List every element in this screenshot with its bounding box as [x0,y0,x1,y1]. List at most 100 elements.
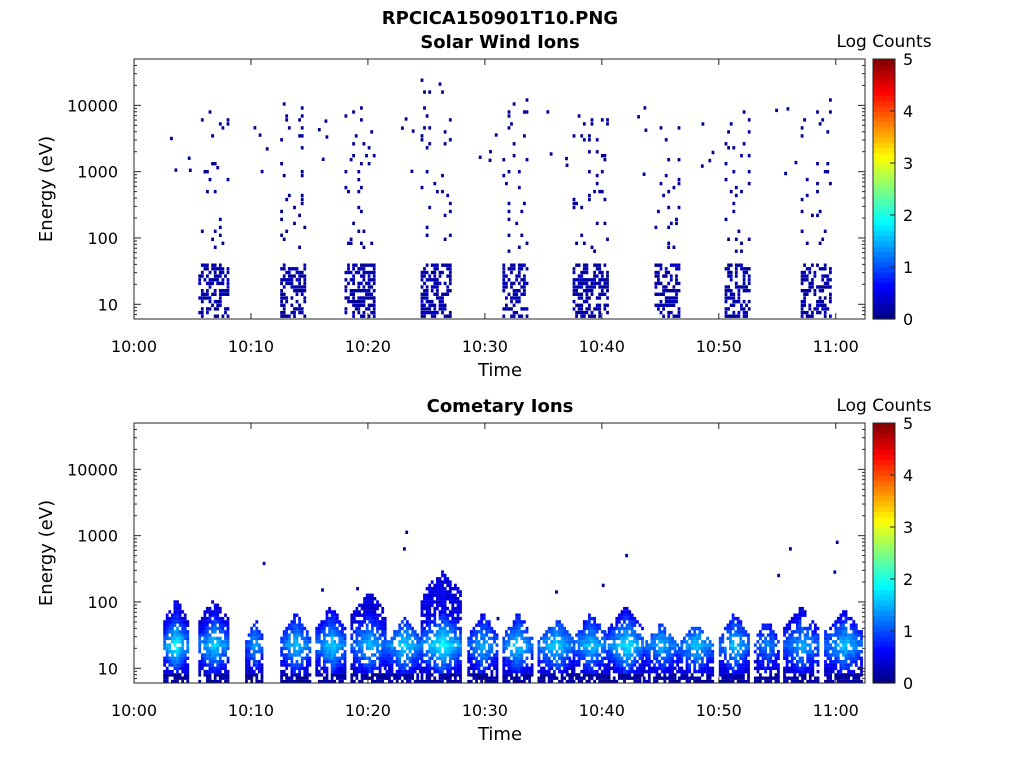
cometary-cell [711,643,715,647]
cometary-cell [530,653,534,657]
cometary-cell [688,636,691,641]
solar-wind-cell [287,274,291,278]
cometary-cell [376,650,379,654]
cometary-cell [633,673,637,677]
solar-wind-cell [441,270,444,275]
cometary-cell [852,643,856,647]
solar-wind-cell [362,267,366,271]
cometary-cell [303,673,307,677]
cometary-cell [788,650,792,654]
cometary-cell [163,663,166,667]
cometary-cell [260,679,264,684]
cometary-cell [425,636,429,641]
cometary-cell [630,660,634,664]
cometary-cell [213,606,217,611]
solar-wind-cell [818,241,822,245]
cometary-cell [676,650,679,654]
solar-wind-cell [515,289,519,293]
cometary-cell [290,663,294,667]
solar-wind-cell [729,289,733,293]
cometary-cell [295,666,299,670]
cometary-cell [173,660,177,664]
solar-wind-cell [352,274,355,278]
cometary-cell [381,679,385,684]
cometary-cell [333,623,337,627]
solar-wind-cell [575,201,578,206]
solar-wind-cell [517,170,521,174]
solar-wind-cell [226,177,230,182]
cometary-cell [603,646,607,651]
cometary-cell [547,660,551,664]
cometary-cell [247,646,251,651]
cometary-cell [330,633,334,637]
solar-wind-cell [517,289,521,293]
cometary-cell [847,669,850,674]
cometary-cell [206,656,209,660]
solar-wind-cell [360,118,363,122]
cometary-cell [315,626,319,631]
cometary-cell [208,610,212,614]
cometary-cell [571,679,574,684]
solar-wind-cell [808,281,812,286]
cometary-cell [507,669,511,674]
cometary-cell [834,656,838,660]
cometary-cell [798,620,802,624]
cometary-cell [849,660,853,664]
solar-wind-cell [517,245,521,249]
cometary-cell [824,673,827,677]
solar-wind-cell [805,267,809,271]
cometary-cell [416,636,420,641]
cometary-cell [844,610,848,614]
cometary-cell [181,623,185,627]
cometary-cell [385,650,389,654]
cometary-cell [685,646,689,651]
cometary-cell [423,620,426,624]
cometary-cell [315,663,319,667]
cometary-cell [378,620,382,624]
solar-wind-cell [370,285,374,289]
solar-wind-cell [287,314,291,318]
solar-wind-cell [577,292,581,296]
cometary-cell [550,630,554,634]
cometary-cell [446,606,450,611]
cometary-cell [469,673,473,677]
cometary-cell [645,669,649,674]
cometary-cell [408,656,412,660]
cometary-cell [203,646,207,651]
solar-wind-cell [370,310,374,315]
cometary-cell [330,610,334,614]
solar-wind-cell [654,292,658,296]
cometary-cell [660,669,664,674]
cometary-cell [428,613,432,617]
cometary-cell [285,643,289,647]
cometary-cell [568,643,572,647]
solar-wind-cell [677,307,681,311]
cometary-cell [176,650,179,654]
cometary-cell [834,666,838,670]
solar-wind-cell [734,193,738,198]
cometary-cell [446,633,450,637]
solar-wind-cell [303,281,307,286]
solar-wind-cell [823,314,827,318]
cometary-cell [411,633,414,637]
cometary-cell [645,663,649,667]
cometary-cell [350,673,354,677]
cometary-cell [676,656,679,660]
cometary-cell [469,643,473,647]
cometary-cell [388,660,391,664]
cometary-cell [330,643,334,647]
cometary-cell [796,650,799,654]
cometary-cell [671,666,674,670]
cometary-cell [298,673,301,677]
cometary-cell [368,597,372,601]
cometary-cell [467,640,471,644]
cometary-cell [298,669,301,674]
cometary-cell [298,616,301,621]
cometary-cell [525,650,529,654]
cometary-cell [857,673,861,677]
cometary-cell [836,673,840,677]
solar-wind-cell [282,303,286,307]
cometary-cell [368,616,372,621]
cometary-cell [365,593,369,597]
cometary-cell [218,666,222,670]
